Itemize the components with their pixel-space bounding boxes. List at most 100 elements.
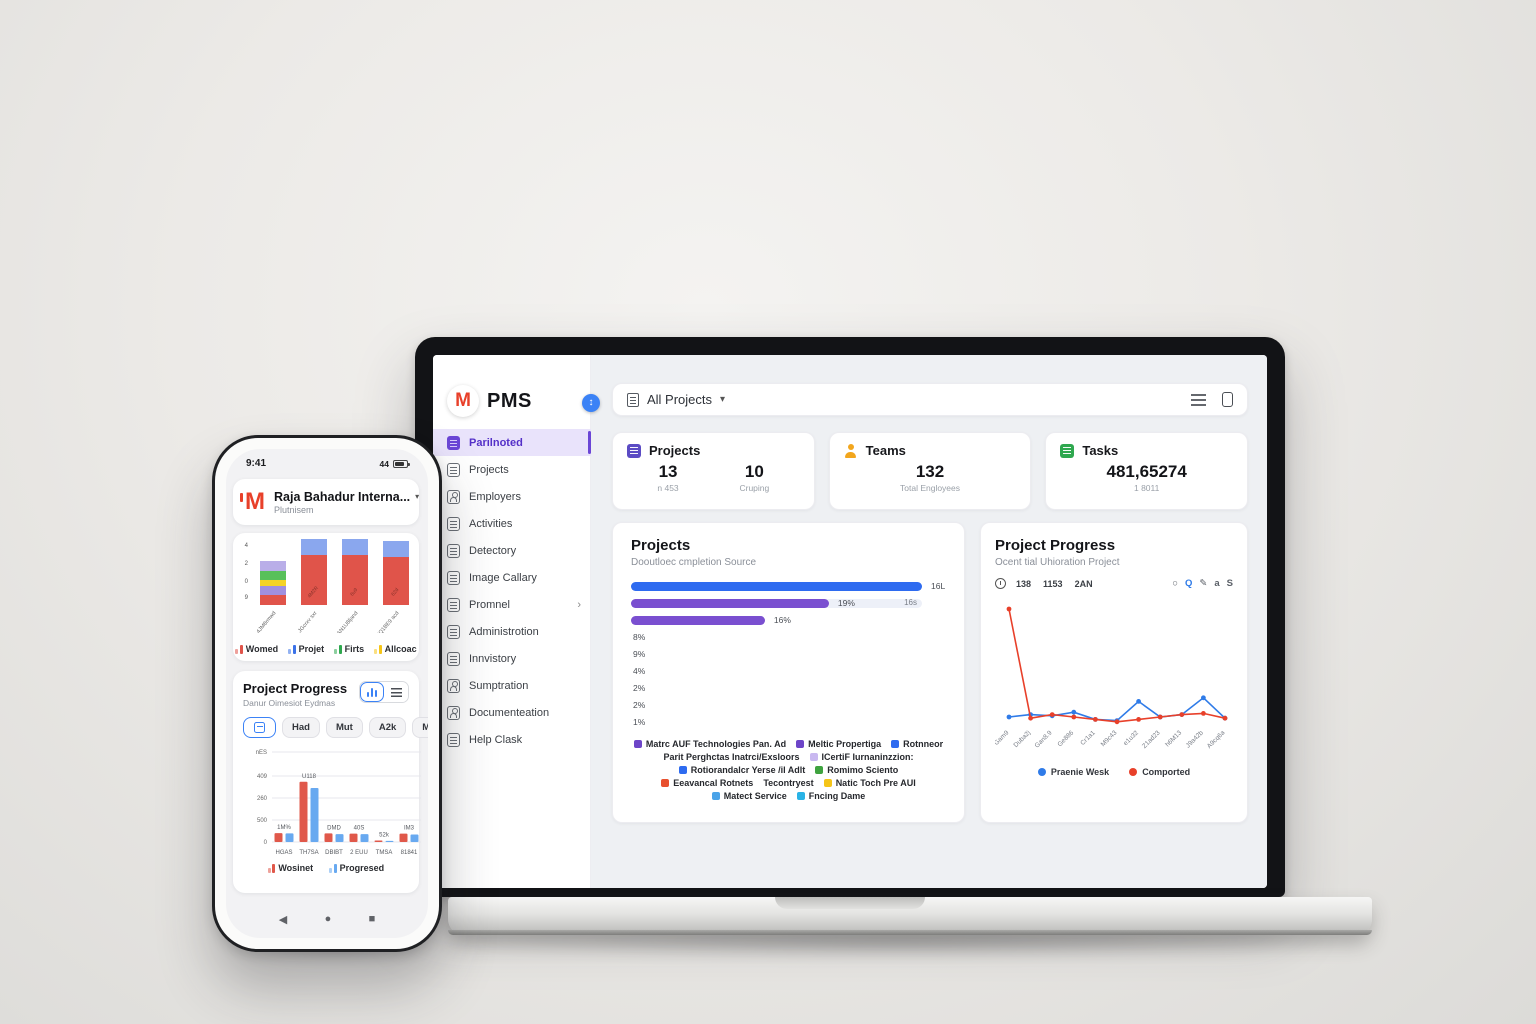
chip-had[interactable]: Had <box>282 717 320 738</box>
data-point <box>1136 717 1141 722</box>
chevron-down-icon[interactable]: ▾ <box>720 394 726 405</box>
x-axis-label: TMSA <box>376 850 393 856</box>
progress-line-chart: Gam9 Duba2j Gan8.9 Ge886 Cr1a1 M9c43 e1u32 Z1ad… <box>995 606 1228 750</box>
laptop-screen: M PMS ↕ Parilnoted Projects Employers Activ… <box>433 355 1267 888</box>
chip-a2k[interactable]: A2k <box>368 717 407 738</box>
app-logo: M PMS <box>447 385 532 417</box>
sidebar-item-detectory[interactable]: Detectory <box>433 537 591 564</box>
bar-track: 16s <box>631 598 922 608</box>
phone-screen: 9:41 44 M Raja Bahadur Interna... ▾ Plut… <box>226 449 428 938</box>
chevron-down-icon[interactable]: ▾ <box>415 492 420 501</box>
mini-bar <box>374 649 378 654</box>
s-icon[interactable]: S <box>1226 578 1233 589</box>
sidebar-item-administrotion[interactable]: Administrotion <box>433 618 591 645</box>
home-button[interactable]: ● <box>324 913 332 925</box>
bar-row: 2% <box>631 683 922 693</box>
mini-bar <box>333 864 337 873</box>
sidebar-item-label: Projects <box>469 463 509 476</box>
x-axis-label: M9c43 <box>1100 729 1119 748</box>
legend-label: Wosinet <box>278 863 314 873</box>
sidebar-item-label: Promnel <box>469 598 510 611</box>
legend-item: Rotnneor <box>891 739 943 749</box>
y-axis-label: 2 <box>245 561 249 567</box>
legend-label: Rotnneor <box>903 739 944 749</box>
sidebar-collapse-button[interactable]: ↕ <box>582 394 600 412</box>
y-axis-label: 0 <box>264 840 268 846</box>
x-axis-label: Cr1a1 <box>1079 729 1097 747</box>
back-button[interactable]: ◀ <box>278 914 288 926</box>
bar-value-label: 4% <box>633 666 646 676</box>
bar-segment <box>301 539 327 555</box>
sidebar-item-projects[interactable]: Projects <box>433 456 591 483</box>
bar-fill <box>631 616 765 625</box>
list-view-icon[interactable] <box>1191 393 1206 406</box>
bar-row: 4% <box>631 666 922 676</box>
sidebar-item-promnel[interactable]: Promnel › <box>433 591 591 618</box>
legend-item: Romimo Sciento <box>815 765 898 775</box>
sidebar-item-innvistory[interactable]: Innvistory <box>433 645 591 672</box>
stat-card-title: Teams <box>865 443 906 458</box>
phone-header-card[interactable]: M Raja Bahadur Interna... ▾ Plutnisem <box>233 479 419 525</box>
list-view-toggle[interactable] <box>384 682 408 702</box>
legend-swatch <box>678 766 687 774</box>
company-subtitle: Plutnisem <box>274 504 314 515</box>
x-axis-label: Z1ad23 <box>1141 729 1162 750</box>
sidebar-item-employers[interactable]: Employers <box>433 483 591 510</box>
pencil-icon[interactable]: ✎ <box>1199 578 1208 589</box>
sidebar-item-activities[interactable]: Activities <box>433 510 591 537</box>
sidebar-item-image-callary[interactable]: Image Callary <box>433 564 591 591</box>
bar-value-label: 40S <box>354 826 365 832</box>
stats-row: Projects 13 n 453 10 Cruping Teams 132 Total En… <box>612 432 1249 510</box>
stat-value: 481,65274 <box>1106 462 1187 481</box>
chip-min[interactable]: Min <box>412 717 428 738</box>
legend-swatch <box>711 792 720 800</box>
chip-mut[interactable]: Mut <box>325 717 363 738</box>
stat-value-block: 10 Cruping <box>739 462 769 493</box>
bar-blue <box>335 834 344 842</box>
progress-stat-value: 2AN <box>1074 578 1093 589</box>
person-icon <box>447 489 460 504</box>
x-axis-label: e1u32 <box>1122 729 1140 747</box>
bar-value-label: 16% <box>773 615 791 625</box>
status-right: 44 <box>379 458 410 469</box>
a-icon[interactable]: a <box>1214 578 1220 589</box>
laptop-device: M PMS ↕ Parilnoted Projects Employers Activ… <box>415 337 1372 935</box>
y-axis-label: 9 <box>245 595 249 601</box>
signal-label: 44 <box>379 458 389 469</box>
mini-bar <box>292 645 296 654</box>
list-icon <box>390 687 402 697</box>
projects-bar-chart: 16L 16s 19% 16% 8% 9% 4% 2% 2% 1% <box>631 581 946 727</box>
sidebar-item-parilnoted[interactable]: Parilnoted <box>433 429 591 456</box>
x-axis-label: A9cq6a <box>1206 729 1227 750</box>
legend-item: Meltic Propertiga <box>796 739 881 749</box>
zoom-icon[interactable]: Q <box>1185 578 1193 589</box>
legend-item: Wosinet <box>267 863 314 873</box>
sidebar-item-help-clask[interactable]: Help Clask <box>433 726 591 753</box>
chart-view-toggle[interactable] <box>360 682 384 702</box>
legend-label: Comported <box>1142 767 1191 777</box>
stat-sublabel: Total Engloyees <box>900 483 961 493</box>
legend-item: Parit Perghctas Inatrci/Exsloors <box>663 752 799 762</box>
calendar-chip[interactable] <box>243 717 276 738</box>
mini-bars-icon <box>235 645 243 654</box>
status-time: 9:41 <box>246 458 267 469</box>
stat-card-header: Tasks <box>1060 443 1233 458</box>
recents-button[interactable]: ■ <box>368 913 376 925</box>
progress-line-legend: Praenie Wesk Comported <box>995 767 1233 777</box>
phone-status-bar: 9:41 44 <box>226 458 428 469</box>
circle-icon[interactable]: ○ <box>1172 578 1178 589</box>
bar-track <box>631 616 922 625</box>
sidebar-item-sumptration[interactable]: Sumptration <box>433 672 591 699</box>
mini-bar <box>334 649 338 654</box>
data-point <box>1028 715 1033 721</box>
data-point <box>1114 719 1120 725</box>
device-icon[interactable] <box>1222 392 1233 407</box>
bar-red <box>349 833 358 842</box>
bar-blue <box>285 833 294 842</box>
sidebar-item-documenteation[interactable]: Documenteation <box>433 699 591 726</box>
x-axis-label: IAN1U8ljand <box>335 610 359 633</box>
data-point <box>1049 712 1055 717</box>
project-selector[interactable]: All Projects <box>647 392 713 407</box>
x-axis-label: 2 EUU <box>350 850 368 856</box>
progress-stat-value: 1153 <box>1043 578 1063 589</box>
